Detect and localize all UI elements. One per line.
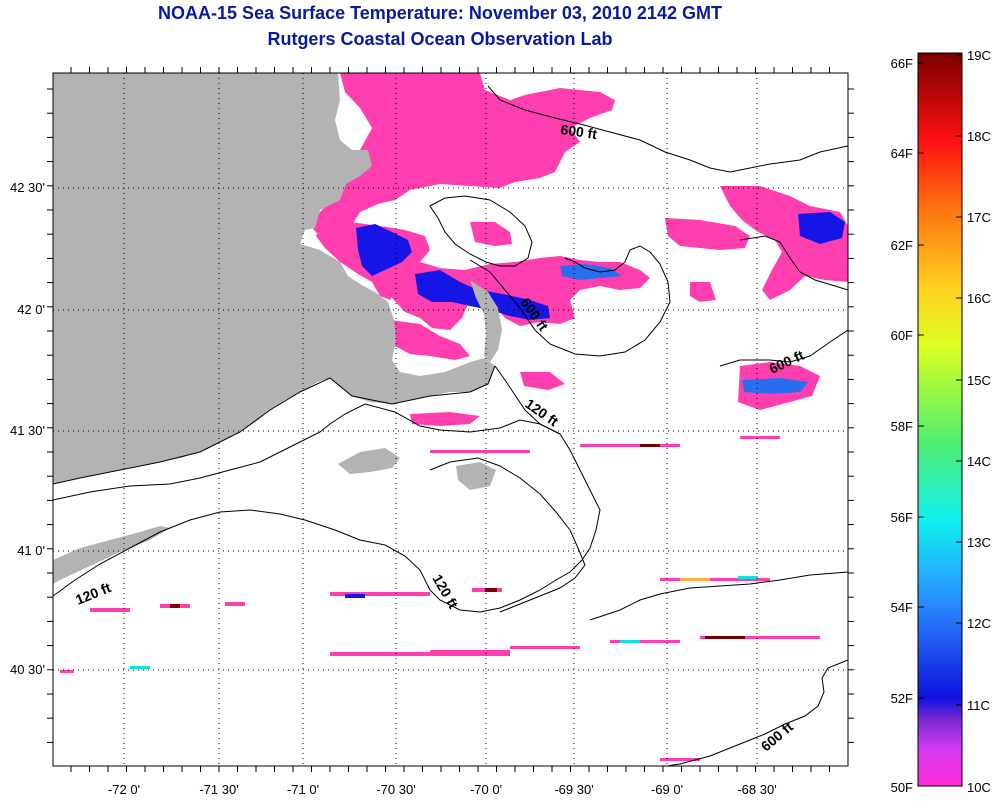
sst-streak (738, 576, 758, 579)
lon-label: -71 0' (287, 782, 319, 797)
sst-warm-core (798, 212, 845, 244)
colorbar-f-label: 64F (891, 146, 913, 161)
isobath-600ft-basin (469, 245, 671, 357)
sst-streak (345, 594, 365, 598)
lon-label: -70 0' (470, 782, 502, 797)
sst-patch (310, 73, 615, 240)
coastline (53, 365, 496, 485)
sst-streak (330, 592, 430, 596)
sst-streak (430, 450, 530, 453)
land-long-island (53, 526, 170, 584)
lat-label: 41 30' (10, 423, 45, 438)
colorbar-f-label: 56F (891, 510, 913, 525)
sst-patch (410, 412, 480, 426)
sst-streak (680, 578, 710, 581)
sst-streak (485, 588, 497, 592)
colorbar-c-label: 19C (967, 48, 991, 63)
isobath-120ft-nearshore (53, 403, 601, 613)
sst-streak (130, 666, 150, 669)
colorbar-f-label: 54F (891, 600, 913, 615)
sst-patch (665, 218, 750, 250)
colorbar-f-label: 66F (891, 56, 913, 71)
colorbar-f-label: 52F (891, 691, 913, 706)
colorbar (917, 52, 963, 787)
sst-patch (388, 320, 470, 360)
map-title: NOAA-15 Sea Surface Temperature: Novembe… (158, 3, 722, 23)
colorbar-c-label: 10C (967, 780, 991, 795)
isobath-shelf-edge (429, 195, 533, 267)
sst-streak (330, 652, 510, 656)
colorbar-c-label: 12C (967, 616, 991, 631)
sst-patch (520, 372, 565, 390)
colorbar-c-label: 13C (967, 535, 991, 550)
colorbar-c-label: 14C (967, 454, 991, 469)
colorbar-f-label: 62F (891, 238, 913, 253)
lon-label: -69 0' (651, 782, 683, 797)
lon-label: -71 30' (199, 782, 238, 797)
graticule (53, 73, 848, 766)
isobath-600ft-east (739, 235, 848, 291)
colorbar-c-label: 15C (967, 373, 991, 388)
isobath-120ft-channel (494, 365, 561, 435)
isobath-600ft-offshore (589, 571, 848, 621)
colorbar-f-label: 60F (891, 328, 913, 343)
frame-ticks (47, 67, 854, 772)
sst-streak (170, 604, 180, 608)
colorbar-f-label: 58F (891, 419, 913, 434)
sst-warm-core (560, 264, 622, 280)
sst-patch (470, 222, 512, 246)
lon-label: -69 30' (554, 782, 593, 797)
colorbar-ticks (918, 54, 962, 706)
sst-data-layer (58, 73, 848, 761)
land-cape-cod-arm (470, 280, 502, 362)
lat-label: 42 30' (10, 180, 45, 195)
sst-streak (610, 640, 680, 643)
lat-label: 41 0' (17, 543, 45, 558)
isobath-600ft-gulf (487, 85, 848, 173)
sst-streak (705, 636, 745, 639)
land-marthas-vineyard (338, 448, 400, 474)
sst-streak (660, 578, 770, 581)
colorbar-c-label: 11C (967, 698, 990, 713)
isobath-label-600ft-gulf: 600 ft (560, 121, 599, 142)
colorbar-c-label: 18C (967, 129, 991, 144)
sst-streak (620, 640, 640, 643)
lon-label: -70 30' (376, 782, 415, 797)
sst-streak (740, 436, 780, 439)
lon-label: -72 0' (108, 782, 140, 797)
sst-streak (640, 444, 660, 447)
map-subtitle: Rutgers Coastal Ocean Observation Lab (267, 29, 613, 49)
sst-streak (660, 758, 700, 761)
sst-warm-core (742, 378, 808, 394)
sst-streak (700, 636, 820, 639)
lat-label: 40 30' (10, 662, 45, 677)
lat-label: 42 0' (17, 302, 45, 317)
sst-streak (580, 444, 680, 447)
sst-warm-core (356, 224, 412, 276)
colorbar-c-label: 17C (967, 210, 991, 225)
land-mainland (53, 73, 495, 484)
sst-streak (430, 650, 510, 653)
sst-streak (225, 602, 245, 606)
isobath-600ft-southeast (663, 659, 848, 766)
sst-patch (690, 282, 716, 302)
colorbar-c-label: 16C (967, 291, 991, 306)
isobath-600ft-georges (719, 329, 848, 367)
sst-streak (510, 646, 580, 649)
map-frame (52, 72, 849, 767)
lon-label: -68 30' (737, 782, 776, 797)
isobath-120ft-shoals (429, 457, 586, 613)
isobath-contours (53, 85, 848, 766)
sst-streak (60, 670, 74, 673)
sst-streak (90, 608, 130, 612)
colorbar-f-label: 50F (891, 780, 913, 795)
